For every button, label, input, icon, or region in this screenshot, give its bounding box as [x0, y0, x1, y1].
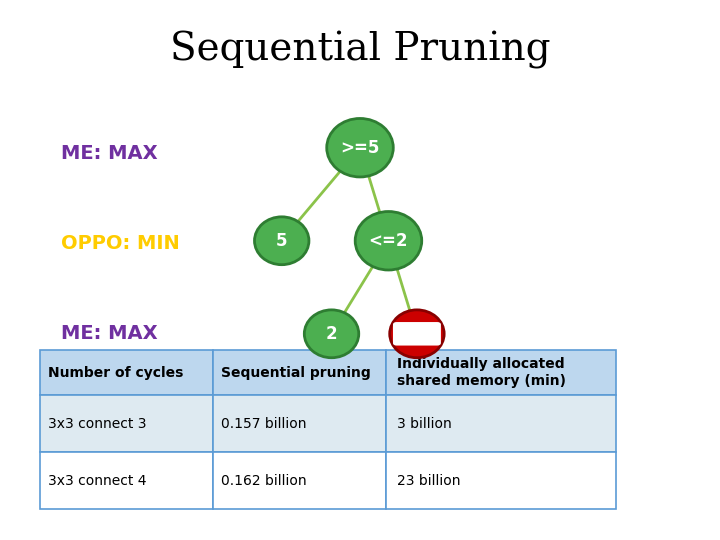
Ellipse shape — [254, 217, 309, 265]
Text: 0.157 billion: 0.157 billion — [221, 417, 307, 431]
Text: <=2: <=2 — [369, 232, 408, 250]
FancyBboxPatch shape — [212, 395, 386, 453]
Text: ME: MAX: ME: MAX — [61, 325, 158, 343]
Ellipse shape — [390, 310, 444, 357]
FancyBboxPatch shape — [386, 350, 616, 395]
FancyBboxPatch shape — [212, 453, 386, 509]
Text: Number of cycles: Number of cycles — [48, 366, 184, 380]
Text: Individually allocated
shared memory (min): Individually allocated shared memory (mi… — [397, 357, 566, 388]
FancyBboxPatch shape — [40, 395, 212, 453]
Ellipse shape — [355, 212, 422, 270]
FancyBboxPatch shape — [386, 453, 616, 509]
Text: Sequential Pruning: Sequential Pruning — [170, 31, 550, 69]
Text: 3 billion: 3 billion — [397, 417, 452, 431]
Ellipse shape — [327, 118, 393, 177]
Text: 2: 2 — [325, 325, 338, 343]
Text: 3x3 connect 4: 3x3 connect 4 — [48, 474, 147, 488]
FancyBboxPatch shape — [40, 350, 212, 395]
Text: OPPO: MIN: OPPO: MIN — [61, 234, 180, 253]
Text: Sequential pruning: Sequential pruning — [221, 366, 371, 380]
FancyBboxPatch shape — [393, 322, 441, 346]
FancyBboxPatch shape — [212, 350, 386, 395]
FancyBboxPatch shape — [386, 395, 616, 453]
Text: 3x3 connect 3: 3x3 connect 3 — [48, 417, 147, 431]
Ellipse shape — [305, 310, 359, 357]
FancyBboxPatch shape — [40, 453, 212, 509]
Text: 5: 5 — [276, 232, 287, 250]
Text: 0.162 billion: 0.162 billion — [221, 474, 307, 488]
Text: ME: MAX: ME: MAX — [61, 144, 158, 163]
Text: 23 billion: 23 billion — [397, 474, 461, 488]
Text: >=5: >=5 — [341, 139, 379, 157]
